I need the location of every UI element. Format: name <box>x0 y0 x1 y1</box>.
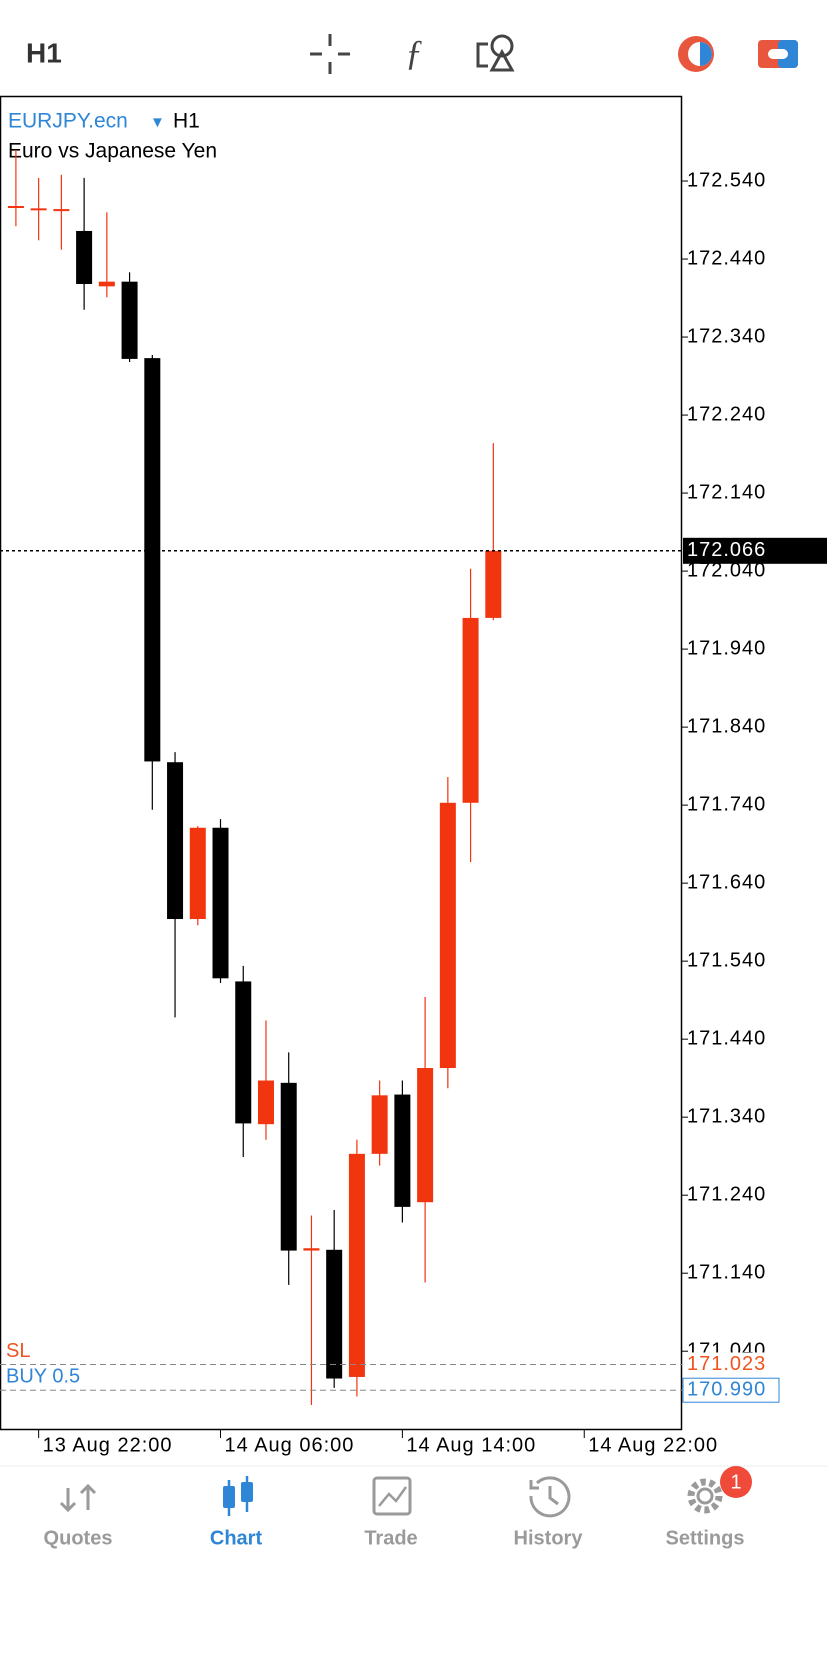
y-tick-label: 171.140 <box>687 1261 766 1283</box>
candle-body <box>394 1094 411 1207</box>
candle-body <box>348 1153 365 1377</box>
description: Euro vs Japanese Yen <box>8 140 217 163</box>
candle-body <box>7 205 24 208</box>
y-tick-label: 171.840 <box>687 715 766 737</box>
level-box <box>682 1377 780 1403</box>
candle-body <box>235 981 252 1124</box>
y-tick-label: 172.440 <box>687 247 766 269</box>
y-tick-label: 171.540 <box>687 949 766 971</box>
symbol-dropdown-icon[interactable]: ▼ <box>150 114 165 131</box>
symbol[interactable]: EURJPY.ecn <box>8 110 128 133</box>
badge-count: 1 <box>730 1471 741 1493</box>
candle-body <box>462 617 479 803</box>
y-tick-label: 171.340 <box>687 1105 766 1127</box>
tab-icon <box>223 1486 235 1508</box>
tab[interactable]: History <box>514 1476 584 1549</box>
y-tick-label: 171.440 <box>687 1027 766 1049</box>
tab-label: Quotes <box>44 1527 113 1549</box>
candle-body <box>144 358 161 762</box>
badge <box>720 1466 752 1498</box>
last-price-box <box>683 537 827 564</box>
indicators-icon[interactable]: ƒ <box>405 32 423 72</box>
tab-label: Chart <box>210 1527 263 1549</box>
candle-body <box>30 208 47 211</box>
candle-body <box>417 1068 434 1203</box>
crosshair-icon[interactable] <box>310 34 350 74</box>
tab-icon <box>378 1486 408 1507</box>
trade-icon[interactable] <box>758 40 798 68</box>
candle-body <box>76 230 93 285</box>
y-tick-label: 171.640 <box>687 871 766 893</box>
tab-icon <box>696 1487 714 1505</box>
chart-frame <box>0 95 683 1431</box>
tab[interactable]: Trade <box>364 1476 418 1549</box>
candle-body <box>53 209 70 212</box>
candle-body <box>189 827 206 920</box>
tab-label: Settings <box>666 1527 745 1549</box>
y-tick-label: 172.140 <box>687 481 766 503</box>
timeframe-button[interactable]: H1 <box>26 37 62 68</box>
tab-icon <box>59 1483 97 1513</box>
y-tick-label: 172.340 <box>687 325 766 347</box>
candle-body <box>98 281 115 287</box>
x-tick-label: 13 Aug 22:00 <box>43 1434 173 1456</box>
account-icon[interactable] <box>678 36 714 72</box>
x-tick-label: 14 Aug 14:00 <box>406 1434 536 1456</box>
tab-label: Trade <box>364 1527 417 1549</box>
period: H1 <box>173 110 200 133</box>
candle-body <box>485 550 502 618</box>
candle-body <box>121 281 138 359</box>
y-tick-label: 171.240 <box>687 1183 766 1205</box>
tab[interactable]: Chart <box>210 1476 263 1549</box>
candle-body <box>371 1095 388 1154</box>
level-box <box>683 1352 779 1377</box>
y-tick-label: 172.240 <box>687 403 766 425</box>
candle-body <box>257 1080 274 1125</box>
candle-body <box>167 762 184 920</box>
y-tick-label: 172.040 <box>687 559 766 581</box>
level-label: 170.990 <box>687 1378 766 1400</box>
tab[interactable]: Quotes <box>44 1483 113 1549</box>
level-name: SL <box>6 1340 30 1362</box>
candle-body <box>303 1248 320 1251</box>
tab[interactable]: Settings 1 <box>666 1466 752 1549</box>
x-tick-label: 14 Aug 06:00 <box>225 1434 355 1456</box>
candle-body <box>439 802 456 1069</box>
tab-icon <box>372 1476 412 1516</box>
candle-body <box>212 827 229 979</box>
last-price-label: 172.066 <box>687 539 766 561</box>
tab-label: History <box>514 1527 584 1549</box>
y-tick-label: 171.940 <box>687 637 766 659</box>
objects-icon[interactable] <box>476 34 515 72</box>
tab-icon <box>529 1476 571 1518</box>
level-label: 171.023 <box>687 1353 766 1375</box>
y-tick-label: 171.740 <box>687 793 766 815</box>
tab-icon <box>687 1478 723 1514</box>
candle-body <box>280 1082 297 1251</box>
candle-body <box>326 1249 343 1379</box>
level-name: BUY 0.5 <box>6 1365 80 1387</box>
tab-icon <box>241 1482 253 1502</box>
x-tick-label: 14 Aug 22:00 <box>588 1434 718 1456</box>
y-tick-label: 172.540 <box>687 169 766 191</box>
